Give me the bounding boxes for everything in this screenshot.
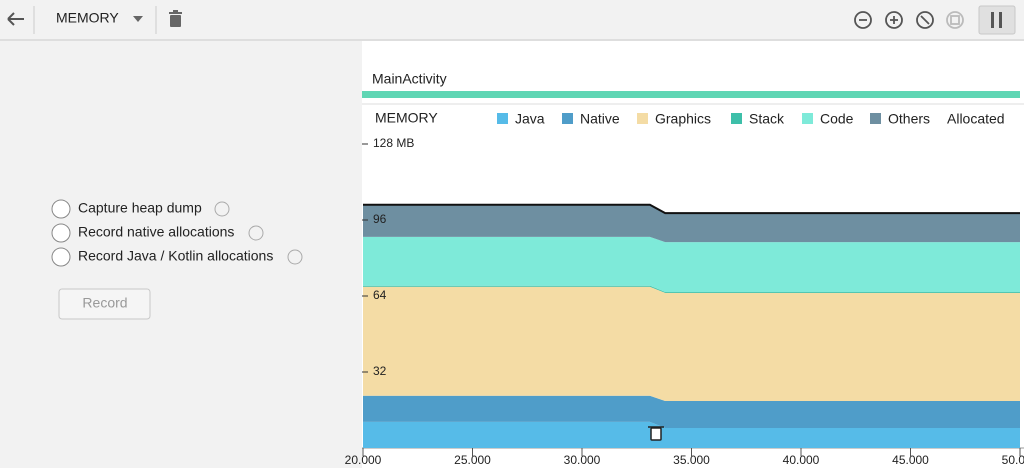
delete-button[interactable] — [169, 10, 182, 27]
legend-label: Java — [515, 111, 545, 127]
x-tick-label: 50.000 — [1002, 453, 1024, 467]
option-label[interactable]: Capture heap dump — [78, 200, 202, 216]
legend-swatch — [562, 113, 573, 124]
radio-button[interactable] — [51, 247, 71, 267]
legend-swatch — [637, 113, 648, 124]
back-button[interactable] — [7, 12, 24, 26]
area — [363, 285, 1020, 293]
y-tick-label: 64 — [373, 288, 387, 302]
help-icon[interactable] — [248, 225, 264, 241]
x-tick-label: 30.000 — [564, 453, 601, 467]
area — [363, 395, 1020, 429]
legend-label: Stack — [749, 111, 785, 127]
profiler-dropdown[interactable]: MEMORY — [56, 10, 119, 26]
activity-bar — [362, 91, 1020, 98]
reset-zoom-button[interactable] — [916, 11, 934, 29]
legend-label: Code — [820, 111, 854, 127]
legend-label: Others — [888, 111, 930, 127]
x-tick-label: 35.000 — [673, 453, 710, 467]
area — [363, 204, 1020, 243]
zoom-in-button[interactable] — [885, 11, 903, 29]
area — [363, 286, 1020, 401]
legend-swatch — [731, 113, 742, 124]
help-icon[interactable] — [287, 249, 303, 265]
y-tick-label: 96 — [373, 212, 387, 226]
legend-swatch — [802, 113, 813, 124]
y-tick-label: 128 MB — [373, 136, 414, 150]
total-line — [363, 203, 1020, 215]
legend-swatch — [497, 113, 508, 124]
zoom-out-button[interactable] — [854, 11, 872, 29]
record-button[interactable] — [58, 288, 151, 320]
area — [363, 236, 1020, 292]
option-label[interactable]: Record native allocations — [78, 224, 234, 240]
legend-label: Allocated — [947, 111, 1005, 127]
legend-swatch — [870, 113, 881, 124]
x-tick-label: 20.000 — [345, 453, 382, 467]
radio-button[interactable] — [51, 199, 71, 219]
legend-label: Native — [580, 111, 620, 127]
dropdown-arrow[interactable] — [133, 16, 143, 22]
gc-event-icon — [648, 426, 664, 441]
area — [363, 421, 1020, 448]
gc-icon-body — [650, 427, 662, 441]
recording-options: Capture heap dump Record native allocati… — [51, 199, 303, 320]
y-tick-label: 32 — [373, 364, 387, 378]
pause-button[interactable] — [978, 5, 1016, 35]
zoom-to-selection-button[interactable] — [946, 11, 964, 29]
chart-title: MEMORY — [375, 110, 438, 126]
record-button-label[interactable]: Record — [82, 295, 127, 311]
legend-label: Graphics — [655, 111, 711, 127]
x-tick-label: 40.000 — [783, 453, 820, 467]
help-icon[interactable] — [214, 201, 230, 217]
activity-label: MainActivity — [372, 71, 447, 87]
x-tick-label: 25.000 — [454, 453, 491, 467]
radio-button[interactable] — [51, 223, 71, 243]
option-label[interactable]: Record Java / Kotlin allocations — [78, 248, 273, 264]
x-tick-label: 45.000 — [892, 453, 929, 467]
